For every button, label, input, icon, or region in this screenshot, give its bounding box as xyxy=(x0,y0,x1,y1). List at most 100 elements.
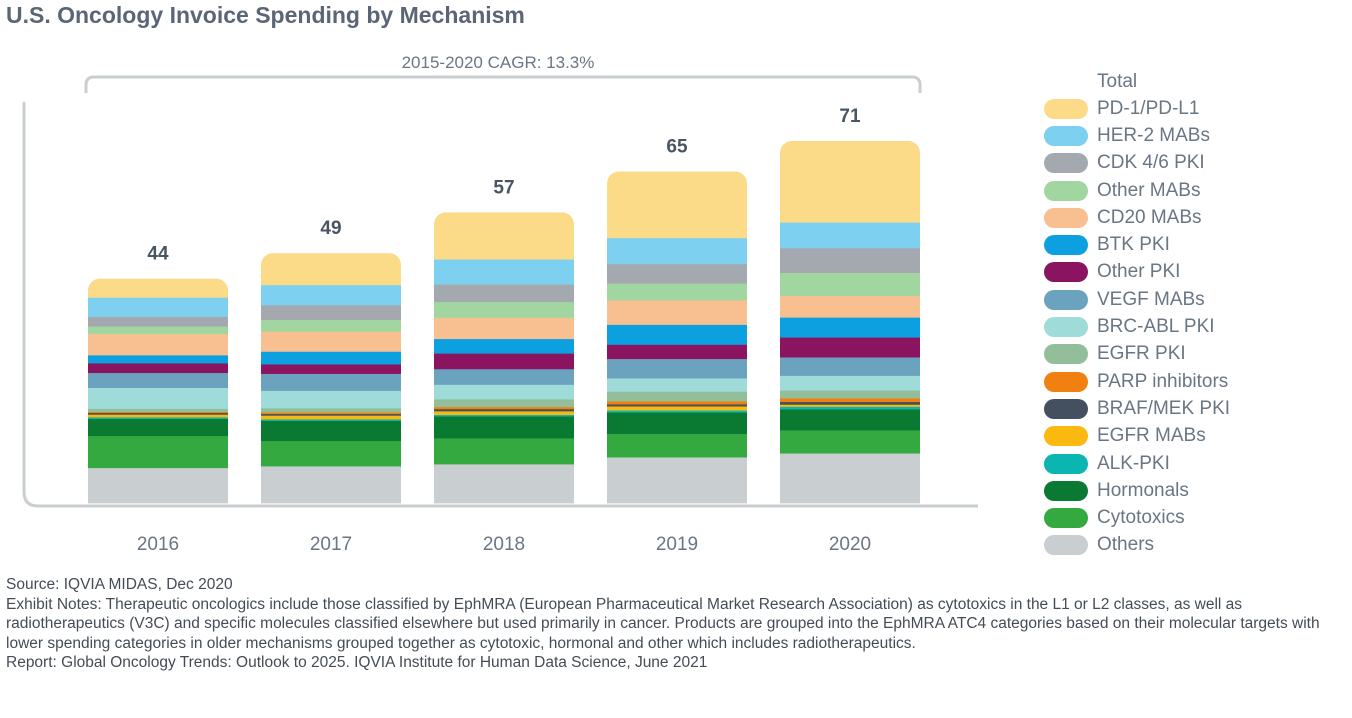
bar-parp-inhibitors-2016 xyxy=(88,411,228,414)
bar-stack-2017 xyxy=(261,253,401,504)
bar-stack-2019 xyxy=(607,171,747,504)
total-label-2016: 44 xyxy=(147,244,169,265)
bar-other-pki-2020 xyxy=(780,337,920,358)
x-tick-2017: 2017 xyxy=(310,534,352,555)
total-label-2019: 65 xyxy=(666,137,688,158)
legend-label: Other PKI xyxy=(1097,261,1181,283)
bar-other-mabs-2016 xyxy=(88,326,228,335)
bar-alk-pki-2017 xyxy=(261,418,401,421)
bar-stack-2016 xyxy=(88,278,228,504)
legend-label: Hormonals xyxy=(1097,479,1189,501)
bar-other-mabs-2019 xyxy=(607,283,747,301)
bar-cytotoxics-2017 xyxy=(261,440,401,467)
exhibit-note: Exhibit Notes: Therapeutic oncologics in… xyxy=(6,595,1320,652)
bar-brc-abl-pki-2020 xyxy=(780,375,920,391)
legend-item-cytotoxics: Cytotoxics xyxy=(1044,504,1344,531)
bar-pd-1-pd-l1-2020 xyxy=(780,140,920,223)
bar-alk-pki-2018 xyxy=(434,414,574,417)
legend-label: CDK 4/6 PKI xyxy=(1097,152,1205,174)
legend-item-cd20-mabs: CD20 MABs xyxy=(1044,204,1344,231)
bar-alk-pki-2020 xyxy=(780,406,920,410)
bar-hormonals-2017 xyxy=(261,420,401,442)
bar-vegf-mabs-2018 xyxy=(434,368,574,385)
total-label-2017: 49 xyxy=(320,218,341,239)
total-label-2020: 71 xyxy=(839,106,861,127)
legend-swatch xyxy=(1044,398,1088,419)
bar-cdk-4-6-pki-2017 xyxy=(261,304,401,321)
bar-stack-2020 xyxy=(780,140,920,504)
legend-item-parp-inhibitors: PARP inhibitors xyxy=(1044,368,1344,395)
bar-parp-inhibitors-2019 xyxy=(607,401,747,405)
legend-label: BTK PKI xyxy=(1097,234,1170,256)
bar-alk-pki-2016 xyxy=(88,416,228,419)
legend-header: Total xyxy=(1097,71,1138,92)
bar-cd20-mabs-2018 xyxy=(434,317,574,340)
bar-other-mabs-2017 xyxy=(261,319,401,332)
legend-label: Others xyxy=(1097,534,1155,556)
bar-egfr-pki-2017 xyxy=(261,407,401,413)
chart-axis-frame xyxy=(22,102,978,508)
legend-item-brc-abl-pki: BRC-ABL PKI xyxy=(1044,313,1344,340)
legend-label: ALK-PKI xyxy=(1097,452,1170,474)
legend-item-alk-pki: ALK-PKI xyxy=(1044,450,1344,477)
legend-item-btk-pki: BTK PKI xyxy=(1044,231,1344,258)
bar-her-2-mabs-2017 xyxy=(261,284,401,306)
legend-swatch xyxy=(1044,235,1088,256)
legend-label: HER-2 MABs xyxy=(1097,124,1210,146)
legend-item-hormonals: Hormonals xyxy=(1044,477,1344,504)
bar-hormonals-2016 xyxy=(88,418,228,437)
bar-vegf-mabs-2019 xyxy=(607,358,747,379)
bar-cdk-4-6-pki-2019 xyxy=(607,263,747,284)
bar-other-pki-2017 xyxy=(261,364,401,374)
legend-label: PD-1/PD-L1 xyxy=(1097,97,1200,119)
bar-vegf-mabs-2017 xyxy=(261,373,401,391)
legend-swatch xyxy=(1044,317,1088,338)
report-note: Report: Global Oncology Trends: Outlook … xyxy=(6,654,708,672)
totals-layer: 44 49 57 65 71 xyxy=(147,106,861,265)
legend-swatch xyxy=(1044,289,1088,310)
bar-cd20-mabs-2016 xyxy=(88,333,228,356)
legend-item-other-mabs: Other MABs xyxy=(1044,177,1344,204)
bar-egfr-pki-2019 xyxy=(607,391,747,402)
bar-parp-inhibitors-2017 xyxy=(261,412,401,415)
bar-other-pki-2018 xyxy=(434,353,574,370)
notes: Source: IQVIA MIDAS, Dec 2020 Exhibit No… xyxy=(6,575,1326,673)
legend-item-pd-1-pd-l1: PD-1/PD-L1 xyxy=(1044,95,1344,122)
source-note: Source: IQVIA MIDAS, Dec 2020 xyxy=(6,576,233,593)
legend-swatch xyxy=(1044,344,1088,365)
bar-alk-pki-2019 xyxy=(607,410,747,413)
bar-egfr-mabs-2018 xyxy=(434,410,574,415)
bar-others-2017 xyxy=(261,466,401,504)
bar-her-2-mabs-2019 xyxy=(607,237,747,265)
bar-other-pki-2019 xyxy=(607,344,747,360)
x-tick-2020: 2020 xyxy=(829,534,871,555)
bar-others-2016 xyxy=(88,467,228,504)
legend-label: CD20 MABs xyxy=(1097,206,1202,228)
bar-braf-mek-pki-2020 xyxy=(780,401,920,405)
bar-her-2-mabs-2020 xyxy=(780,222,920,249)
bar-brc-abl-pki-2018 xyxy=(434,384,574,400)
legend-item-braf-mek-pki: BRAF/MEK PKI xyxy=(1044,395,1344,422)
x-tick-2018: 2018 xyxy=(483,534,525,555)
bar-pd-1-pd-l1-2017 xyxy=(261,253,401,286)
bar-hormonals-2020 xyxy=(780,409,920,431)
cagr-label: 2015-2020 CAGR: 13.3% xyxy=(402,53,595,72)
legend-swatch xyxy=(1044,262,1088,283)
bar-brc-abl-pki-2019 xyxy=(607,378,747,392)
legend-swatch xyxy=(1044,453,1088,474)
bars-layer xyxy=(88,140,920,504)
legend-item-other-pki: Other PKI xyxy=(1044,259,1344,286)
bar-btk-pki-2020 xyxy=(780,317,920,338)
bar-btk-pki-2018 xyxy=(434,338,574,354)
bar-cytotoxics-2019 xyxy=(607,433,747,458)
bar-her-2-mabs-2018 xyxy=(434,259,574,285)
bar-pd-1-pd-l1-2016 xyxy=(88,278,228,298)
bar-egfr-pki-2016 xyxy=(88,408,228,413)
bar-braf-mek-pki-2016 xyxy=(88,412,228,415)
legend-item-vegf-mabs: VEGF MABs xyxy=(1044,286,1344,313)
bar-btk-pki-2017 xyxy=(261,351,401,365)
legend-item-her-2-mabs: HER-2 MABs xyxy=(1044,122,1344,149)
bar-egfr-mabs-2019 xyxy=(607,406,747,411)
legend-label: Cytotoxics xyxy=(1097,507,1185,529)
bar-egfr-pki-2018 xyxy=(434,398,574,408)
